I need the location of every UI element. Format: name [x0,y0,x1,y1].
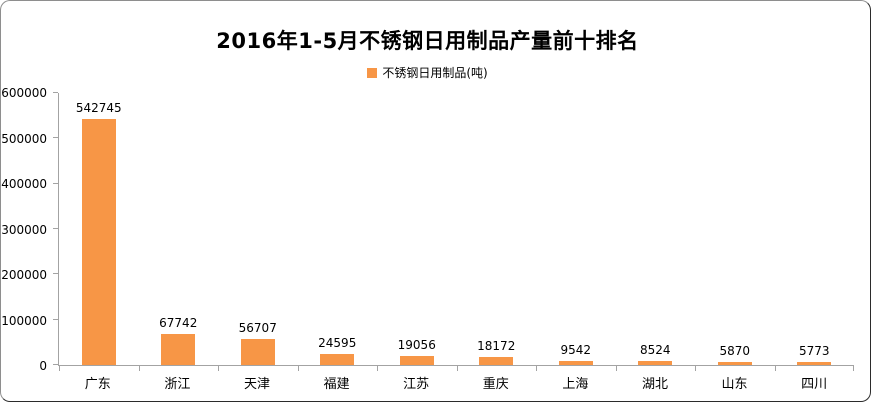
x-axis-labels: 广东 浙江 天津 福建 江苏 重庆 上海 湖北 山东 四川 [58,373,854,392]
y-tick-label: 300000 [1,222,47,237]
x-category-label: 山东 [721,377,748,392]
bar-value-label: 5773 [798,344,830,359]
chart-title: 2016年1-5月不锈钢日用制品产量前十排名 [216,29,639,53]
y-axis-tick [53,182,58,184]
legend: 不锈钢日用制品(吨) [1,64,854,81]
bar [399,356,434,365]
y-axis-tick [53,273,58,275]
bar [717,362,752,365]
y-tick-label: 400000 [1,177,47,191]
x-axis-tick [456,366,458,371]
x-category-label: 上海 [562,377,589,392]
x-axis-tick [615,366,617,371]
x-axis-tick [377,366,378,371]
y-axis-labels: 0 100000 200000 300000 400000 500000 600000 [1,87,58,372]
x-axis-tick [138,366,140,371]
bar [320,353,355,365]
bar [797,362,832,365]
x-category-label: 四川 [801,377,828,392]
bar-value-label: 24595 [318,335,357,350]
bar-slot: 5773 [775,93,855,365]
bar [638,361,673,365]
y-axis-tick [53,364,58,365]
y-tick-label: 0 [39,359,47,373]
x-category-label: 江苏 [403,377,430,392]
bar-slot: 24595 [298,93,378,365]
x-category-label: 重庆 [482,377,509,392]
x-axis-tick [59,366,60,371]
x-category-label: 福建 [323,377,350,392]
bar-value-label: 56707 [238,321,277,336]
bar-value-label: 19056 [397,338,436,353]
bar [240,339,275,365]
x-category-label: 天津 [243,377,270,392]
y-axis-tick [53,228,58,229]
bar-value-label: 67742 [159,316,198,331]
y-axis-tick [53,137,58,139]
bar-value-label: 542745 [75,100,122,115]
bar-slot: 19056 [377,93,457,365]
plot-area: 542745 67742 56707 24595 19056 18172 9542 8524 5… [53,92,855,371]
legend-label: 不锈钢日用制品(吨) [382,66,488,80]
bar-value-label: 5870 [719,344,751,359]
bar-slot: 18172 [457,93,537,365]
x-category-label: 广东 [84,377,111,392]
y-tick-label: 500000 [1,131,47,146]
y-tick-label: 200000 [1,268,47,282]
x-axis-tick [218,366,219,371]
y-axis-tick [53,318,58,320]
bar-slot: 5870 [695,93,775,365]
bar [558,360,593,365]
y-axis-tick [53,92,58,93]
bar [81,118,116,365]
bar-slot: 9542 [536,93,616,365]
x-axis-tick [536,366,537,371]
bar-slot: 56707 [218,93,298,365]
bar-value-label: 8524 [639,343,671,358]
bar-value-label: 18172 [477,338,516,353]
y-tick-label: 600000 [1,86,47,100]
legend-swatch-icon [367,67,378,78]
bar [479,356,514,365]
bar-slot: 8524 [616,93,696,365]
x-axis-tick [853,366,854,371]
x-category-label: 湖北 [641,377,668,392]
bar-slot: 67742 [139,93,219,365]
bar [161,334,196,365]
bar-slot: 542745 [59,93,139,365]
y-tick-label: 100000 [1,313,47,328]
x-axis-tick [297,366,299,371]
x-axis-tick [774,366,776,371]
bar-value-label: 9542 [560,342,592,357]
x-axis-tick [695,366,696,371]
x-category-label: 浙江 [164,377,191,392]
